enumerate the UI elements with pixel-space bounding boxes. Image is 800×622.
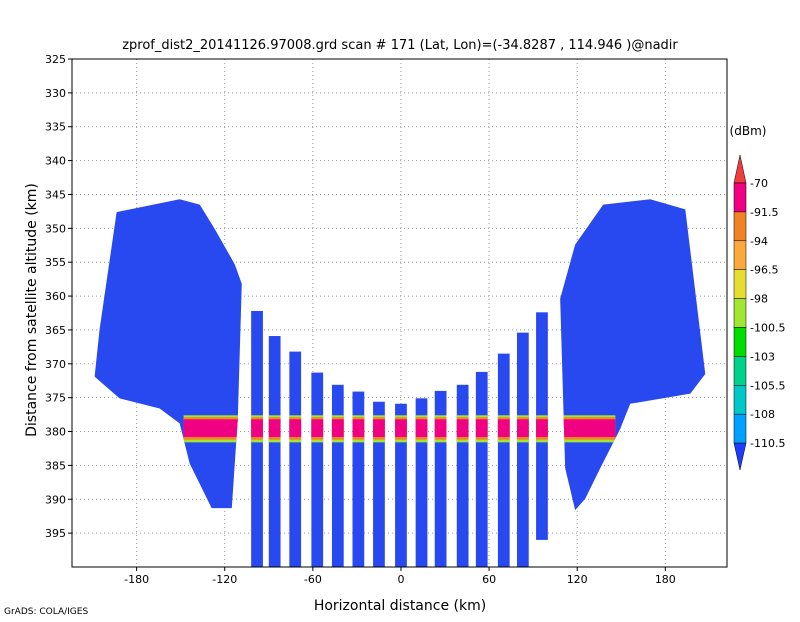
x-tick-label: 120 (567, 573, 588, 586)
y-tick-label: 355 (45, 256, 66, 269)
colorbar-segment (733, 182, 747, 213)
swath-column (352, 391, 365, 567)
colorbar-segment (733, 327, 747, 357)
y-tick-label: 395 (45, 527, 66, 540)
swath-column (497, 353, 510, 567)
colorbar-label: -103 (750, 350, 775, 363)
x-tick-label: 180 (655, 573, 676, 586)
colorbar-segment (733, 385, 747, 415)
y-tick-label: 365 (45, 324, 66, 337)
y-tick-label: 360 (45, 290, 66, 303)
swath-column (456, 384, 469, 567)
colorbar-label: -100.5 (750, 322, 785, 335)
swath-column (331, 384, 344, 567)
y-tick-label: 350 (45, 222, 66, 235)
x-tick-label: -180 (124, 573, 149, 586)
colorbar-label: -91.5 (750, 206, 778, 219)
colorbar-tip (733, 154, 747, 184)
swath-column (434, 390, 447, 567)
plot-frame (71, 58, 728, 568)
swath-column (311, 372, 324, 567)
colorbar-segment (733, 356, 747, 386)
credit: GrADS: COLA/IGES (4, 607, 88, 617)
echo-band (183, 419, 616, 437)
x-tick-label: 60 (482, 573, 496, 586)
y-tick-label: 390 (45, 493, 66, 506)
y-tick-label: 380 (45, 426, 66, 439)
y-tick-label: 375 (45, 392, 66, 405)
colorbar-label: -70 (750, 177, 768, 190)
y-tick-label: 385 (45, 459, 66, 472)
colorbar-segment (733, 298, 747, 328)
swath-block (94, 199, 242, 509)
colorbar-label: -94 (750, 235, 768, 248)
swath-column (373, 401, 385, 567)
swath-column (268, 336, 281, 567)
swath-column (289, 351, 302, 567)
y-tick-label: 325 (45, 53, 66, 66)
y-tick-label: 335 (45, 121, 66, 134)
swath-column (475, 371, 488, 567)
colorbar-label: -98 (750, 293, 768, 306)
x-tick-label: 0 (397, 573, 404, 586)
y-tick-label: 370 (45, 358, 66, 371)
x-tick-label: -60 (304, 573, 322, 586)
swath-block (560, 199, 706, 511)
swath-column (415, 398, 428, 567)
y-tick-label: 330 (45, 87, 66, 100)
y-axis-label: Distance from satellite altitude (km) (24, 183, 40, 437)
y-tick-label: 345 (45, 188, 66, 201)
colorbar-segment (733, 269, 747, 299)
swath-column (516, 332, 529, 567)
y-tick-label: 340 (45, 155, 66, 168)
x-tick-label: -120 (212, 573, 237, 586)
x-axis-label: Horizontal distance (km) (314, 598, 486, 614)
colorbar-label: -105.5 (750, 379, 785, 392)
chart-title: zprof_dist2_20141126.97008.grd scan # 17… (122, 38, 678, 53)
colorbar-segment (733, 240, 747, 270)
colorbar-segment (733, 413, 747, 444)
colorbar-label: -108 (750, 408, 775, 421)
echo-layers (183, 415, 616, 443)
colorbar-tip (733, 442, 747, 471)
colorbar-segment (733, 211, 747, 242)
colorbar-title: (dBm) (730, 124, 767, 138)
swath-column (395, 403, 407, 567)
colorbar-label: -96.5 (750, 264, 778, 277)
colorbar-label: -110.5 (750, 437, 785, 450)
